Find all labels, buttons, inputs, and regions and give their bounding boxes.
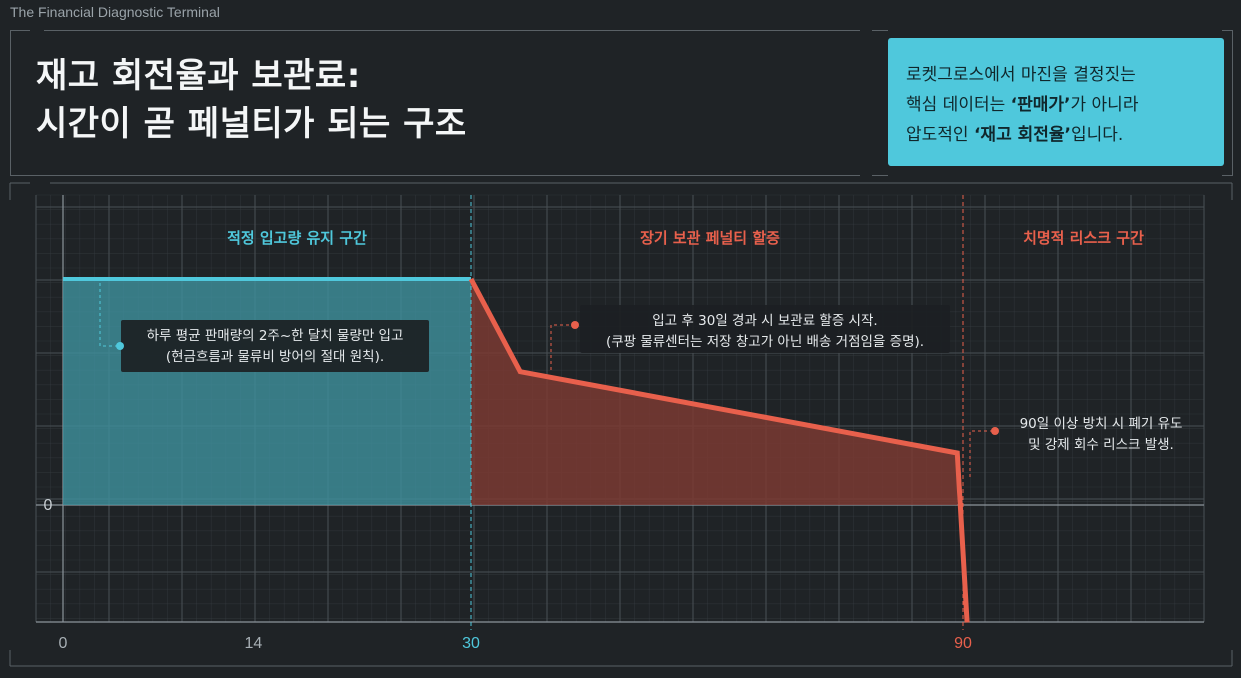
- annotation-box: [580, 305, 950, 353]
- callout-line3: 압도적인 ‘재고 회전율’입니다.: [906, 120, 1208, 150]
- annotation-box: [121, 320, 429, 372]
- callout-text: 가 아니라: [1070, 95, 1139, 115]
- annotation: 90일 이상 방치 시 폐기 유도및 강제 회수 리스크 발생.: [969, 416, 1183, 477]
- frame-edge: [44, 30, 860, 31]
- frame-edge: [10, 30, 11, 175]
- annotation-connector: [550, 324, 575, 370]
- annotation-connector: [969, 430, 993, 477]
- page-title-line2: 시간이 곧 페널티가 되는 구조: [36, 104, 467, 144]
- frame-corner: [872, 175, 888, 176]
- callout-line1: 로켓그로스에서 마진을 결정짓는: [906, 65, 1136, 85]
- callout-line2: 핵심 데이터는 ‘판매가’가 아니라: [906, 90, 1208, 120]
- annotation-text: 하루 평균 판매량의 2주~한 달치 물량만 입고: [147, 328, 404, 344]
- grid: [35, 194, 1205, 622]
- frame-corner: [10, 30, 30, 31]
- annotation-dot: [571, 321, 579, 329]
- annotation-text: 90일 이상 방치 시 폐기 유도: [1020, 416, 1183, 432]
- callout-text: 입니다.: [1071, 125, 1124, 145]
- zone-fill-optimal: [63, 279, 471, 505]
- callout-emphasis: ‘재고 회전율’: [973, 125, 1072, 145]
- annotation-text: (현금흐름과 물류비 방어의 절대 원칙).: [166, 349, 384, 365]
- annotation-connector: [99, 283, 120, 347]
- callout-emphasis: ‘판매가’: [1010, 95, 1071, 115]
- chart-frame: [9, 182, 1233, 667]
- annotation-dot: [116, 342, 124, 350]
- zone-label: 치명적 리스크 구간: [1023, 229, 1144, 247]
- x-tick-label: 90: [954, 635, 972, 652]
- annotation-text: 입고 후 30일 경과 시 보관료 할증 시작.: [652, 313, 877, 329]
- annotation: 하루 평균 판매량의 2주~한 달치 물량만 입고 (현금흐름과 물류비 방어의 …: [99, 283, 429, 372]
- app-title: The Financial Diagnostic Terminal: [10, 4, 220, 20]
- callout-box: 로켓그로스에서 마진을 결정짓는 핵심 데이터는 ‘판매가’가 아니라 압도적인…: [888, 38, 1224, 166]
- x-tick-label: 0: [59, 635, 68, 652]
- annotation: 입고 후 30일 경과 시 보관료 할증 시작. (쿠팡 물류센터는 저장 창고가…: [550, 305, 950, 370]
- frame-corner: [1222, 175, 1233, 176]
- frame-edge: [10, 175, 860, 176]
- series-line-penalty: [468, 277, 970, 623]
- annotation-text: (쿠팡 물류센터는 저장 창고가 아닌 배송 거점임을 증명).: [606, 334, 924, 350]
- frame-edge: [1232, 30, 1233, 175]
- frame-corner: [1222, 30, 1232, 31]
- zone-fill-penalty: [471, 279, 958, 505]
- zone-label: 적정 입고량 유지 구간: [227, 229, 367, 247]
- page-title: 재고 회전율과 보관료: 시간이 곧 페널티가 되는 구조: [36, 52, 467, 148]
- x-tick-label: 14: [245, 635, 263, 652]
- annotation-dot: [991, 427, 999, 435]
- callout-text: 압도적인: [906, 125, 974, 145]
- page-title-line1: 재고 회전율과 보관료:: [36, 56, 361, 96]
- callout-text: 핵심 데이터는: [906, 95, 1011, 115]
- zone-label: 장기 보관 페널티 할증: [640, 229, 780, 247]
- x-tick-label: 30: [462, 635, 480, 652]
- y-tick-label: 0: [44, 497, 53, 514]
- frame-corner: [872, 30, 888, 31]
- annotation-text: 및 강제 회수 리스크 발생.: [1028, 437, 1174, 453]
